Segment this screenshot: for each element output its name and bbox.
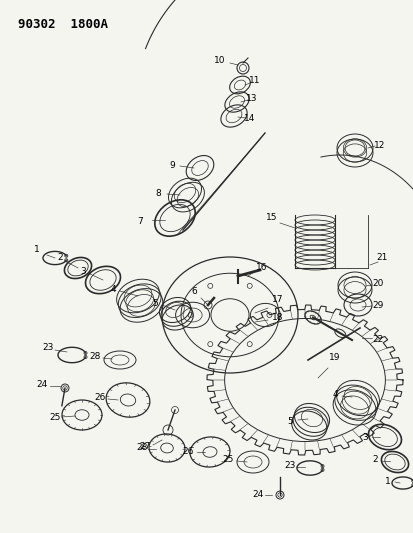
Text: 8: 8 [155, 189, 161, 198]
Text: 17: 17 [272, 295, 283, 304]
Text: 4: 4 [110, 285, 116, 294]
Text: 7: 7 [137, 217, 142, 227]
Text: 28: 28 [89, 352, 100, 361]
Text: 2: 2 [371, 456, 377, 464]
Text: 1: 1 [34, 246, 40, 254]
Text: 25: 25 [222, 456, 233, 464]
Text: 19: 19 [328, 353, 340, 362]
Text: 6: 6 [191, 287, 197, 296]
Text: 24: 24 [252, 490, 263, 499]
Text: 22: 22 [371, 335, 383, 344]
Text: 18: 18 [272, 313, 283, 322]
Text: 14: 14 [244, 114, 255, 123]
Text: 4: 4 [331, 391, 337, 400]
Text: 16: 16 [256, 263, 267, 272]
Text: 90302  1800A: 90302 1800A [18, 18, 108, 31]
Text: 23: 23 [42, 343, 54, 352]
Text: 10: 10 [214, 55, 225, 64]
Text: 3: 3 [80, 268, 85, 277]
Text: 23: 23 [284, 462, 295, 471]
Text: 9: 9 [169, 160, 174, 169]
Text: 15: 15 [266, 214, 277, 222]
Text: 24: 24 [36, 381, 47, 390]
Text: 26: 26 [182, 448, 193, 456]
Text: 27: 27 [139, 442, 150, 451]
Text: 28: 28 [136, 443, 147, 453]
Text: 11: 11 [249, 76, 260, 85]
Text: 1: 1 [384, 478, 390, 487]
Text: 25: 25 [49, 414, 61, 423]
Text: 26: 26 [94, 393, 105, 402]
Text: 29: 29 [371, 301, 383, 310]
Text: 5: 5 [287, 417, 292, 426]
Text: 2: 2 [57, 253, 63, 262]
Text: 13: 13 [246, 93, 257, 102]
Text: 21: 21 [375, 254, 387, 262]
Text: 20: 20 [371, 279, 383, 287]
Text: 3: 3 [361, 433, 367, 442]
Text: 12: 12 [373, 141, 385, 149]
Text: 5: 5 [152, 298, 157, 308]
